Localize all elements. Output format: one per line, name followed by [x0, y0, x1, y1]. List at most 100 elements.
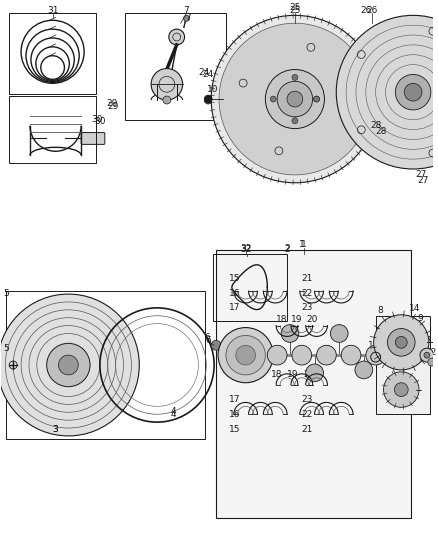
Circle shape — [211, 15, 378, 183]
Text: 9: 9 — [417, 314, 423, 323]
Text: 17: 17 — [229, 303, 240, 312]
Circle shape — [355, 361, 373, 379]
Circle shape — [396, 336, 407, 348]
Bar — [6, 291, 205, 439]
Text: 23: 23 — [301, 303, 312, 312]
Circle shape — [330, 325, 348, 342]
Circle shape — [317, 345, 336, 365]
Circle shape — [163, 96, 171, 104]
Circle shape — [292, 118, 298, 124]
Circle shape — [277, 82, 313, 117]
Text: 19: 19 — [287, 370, 299, 379]
Circle shape — [151, 69, 183, 100]
Text: 21: 21 — [301, 274, 312, 283]
Text: 2: 2 — [284, 244, 290, 253]
Circle shape — [384, 372, 419, 407]
Text: 28: 28 — [370, 121, 381, 130]
Text: 32: 32 — [240, 245, 251, 254]
Text: 18: 18 — [272, 370, 283, 379]
Text: 7: 7 — [186, 13, 191, 22]
Text: 27: 27 — [417, 176, 429, 185]
Circle shape — [265, 69, 325, 128]
Circle shape — [270, 96, 276, 102]
Circle shape — [204, 95, 212, 103]
Bar — [126, 13, 226, 120]
Text: 4: 4 — [171, 410, 177, 419]
Text: 15: 15 — [229, 274, 240, 283]
Bar — [216, 250, 411, 518]
Text: 26: 26 — [360, 6, 371, 15]
Circle shape — [420, 348, 434, 362]
Circle shape — [169, 29, 184, 45]
Circle shape — [47, 343, 90, 386]
Text: 24: 24 — [199, 68, 210, 77]
Text: 7: 7 — [184, 6, 189, 15]
Text: 12: 12 — [426, 348, 438, 357]
Bar — [376, 316, 430, 414]
Circle shape — [368, 112, 376, 120]
Text: 31: 31 — [47, 6, 58, 15]
Text: 10: 10 — [208, 85, 219, 94]
Text: 1: 1 — [299, 240, 305, 249]
Circle shape — [236, 345, 255, 365]
Text: 11: 11 — [368, 341, 379, 350]
Text: 25: 25 — [289, 6, 300, 15]
Text: 22: 22 — [301, 288, 312, 297]
Circle shape — [287, 91, 303, 107]
Circle shape — [428, 358, 436, 366]
Text: 3: 3 — [53, 424, 58, 433]
Text: 20: 20 — [306, 315, 317, 324]
Circle shape — [184, 15, 190, 21]
Text: 6: 6 — [205, 336, 211, 345]
Text: 8: 8 — [378, 306, 383, 316]
Circle shape — [204, 96, 212, 104]
Text: 27: 27 — [415, 171, 427, 180]
Text: 18: 18 — [276, 315, 288, 324]
Text: 25: 25 — [289, 3, 300, 12]
FancyBboxPatch shape — [81, 133, 105, 144]
Bar — [213, 254, 287, 321]
Ellipse shape — [374, 69, 396, 128]
Circle shape — [306, 364, 323, 382]
Text: 14: 14 — [410, 304, 421, 313]
Text: 4: 4 — [171, 407, 177, 416]
Ellipse shape — [380, 76, 392, 123]
Text: 5: 5 — [4, 344, 9, 353]
Text: 20: 20 — [303, 370, 314, 379]
Text: 21: 21 — [301, 424, 312, 433]
Bar — [9, 96, 96, 163]
Circle shape — [366, 345, 385, 365]
Circle shape — [292, 345, 312, 365]
Text: 32: 32 — [240, 244, 251, 253]
Text: 16: 16 — [229, 288, 240, 297]
Circle shape — [388, 328, 415, 356]
Text: 2: 2 — [284, 245, 290, 254]
Circle shape — [218, 328, 273, 383]
Text: 26: 26 — [366, 6, 378, 15]
Text: 5: 5 — [4, 288, 9, 297]
Circle shape — [394, 383, 408, 397]
Text: 16: 16 — [229, 410, 240, 419]
Circle shape — [404, 83, 422, 101]
Text: 28: 28 — [375, 127, 386, 136]
Circle shape — [219, 23, 371, 175]
Text: 30: 30 — [91, 115, 102, 124]
Text: 24: 24 — [203, 70, 214, 79]
Text: 1: 1 — [301, 240, 307, 249]
Circle shape — [226, 335, 265, 375]
Circle shape — [314, 96, 320, 102]
Text: 19: 19 — [291, 315, 303, 324]
Circle shape — [336, 15, 438, 169]
Circle shape — [314, 96, 320, 102]
Text: 3: 3 — [53, 424, 58, 433]
Text: 29: 29 — [107, 102, 118, 111]
Text: 29: 29 — [106, 100, 117, 109]
Circle shape — [267, 345, 287, 365]
Circle shape — [59, 355, 78, 375]
Text: 30: 30 — [94, 117, 106, 126]
Bar — [9, 13, 96, 94]
Text: 23: 23 — [301, 395, 312, 404]
Text: 13: 13 — [421, 336, 433, 345]
Circle shape — [0, 294, 139, 436]
Text: 17: 17 — [229, 395, 240, 404]
